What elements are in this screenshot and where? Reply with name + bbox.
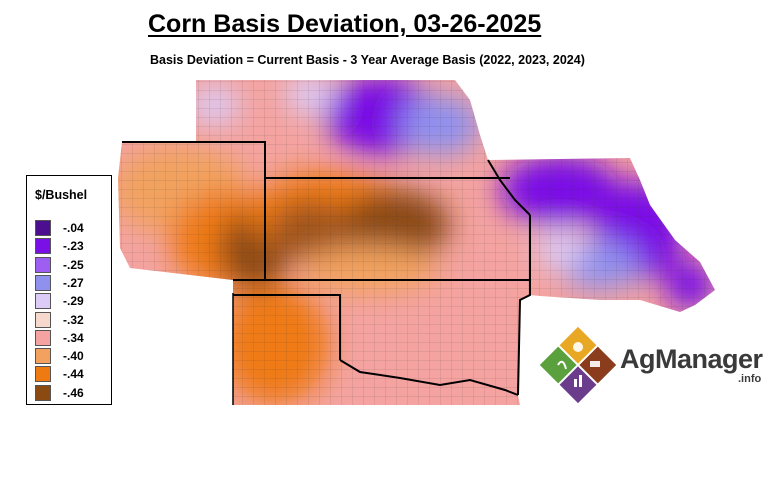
legend-label: -.44	[63, 367, 84, 382]
legend-label: -.29	[63, 294, 84, 309]
legend-label: -.40	[63, 349, 84, 364]
legend-label: -.23	[63, 239, 84, 254]
legend-label: -.04	[63, 221, 84, 235]
legend-label: -.46	[63, 385, 84, 400]
legend-swatch	[35, 274, 51, 291]
legend-item: -.27	[35, 274, 84, 291]
legend-swatch	[35, 256, 51, 273]
legend-item: -.32	[35, 311, 84, 328]
legend-swatch	[35, 384, 51, 401]
legend-label: -.32	[63, 312, 84, 327]
agmanager-logo-icon	[539, 326, 617, 404]
legend-item: -.34	[35, 329, 84, 346]
legend-swatch	[35, 220, 51, 236]
legend-item: -.46	[35, 384, 84, 401]
legend-swatch	[35, 311, 51, 328]
logo-wordmark: AgManager	[620, 344, 763, 374]
logo-suffix: .info	[738, 373, 762, 385]
legend-item: -.25	[35, 256, 84, 273]
legend: $/Bushel -.04 -.23 -.25 -.27 -.29 -.32 -.34 -.4…	[26, 175, 112, 405]
legend-item: -.23	[35, 238, 84, 255]
map-subtitle: Basis Deviation = Current Basis - 3 Year…	[150, 53, 585, 67]
legend-label: -.25	[63, 257, 84, 272]
legend-label: -.34	[63, 330, 84, 345]
legend-item: -.04	[35, 220, 84, 236]
legend-swatch	[35, 329, 51, 346]
map-title: Corn Basis Deviation, 03-26-2025	[148, 10, 542, 38]
legend-swatch	[35, 348, 51, 365]
legend-label: -.27	[63, 275, 84, 290]
legend-item: -.29	[35, 293, 84, 310]
legend-swatch	[35, 366, 51, 383]
legend-swatch	[35, 293, 51, 310]
legend-item: -.44	[35, 366, 84, 383]
legend-title: $/Bushel	[35, 188, 88, 202]
legend-swatch	[35, 238, 51, 255]
legend-item: -.40	[35, 348, 84, 365]
